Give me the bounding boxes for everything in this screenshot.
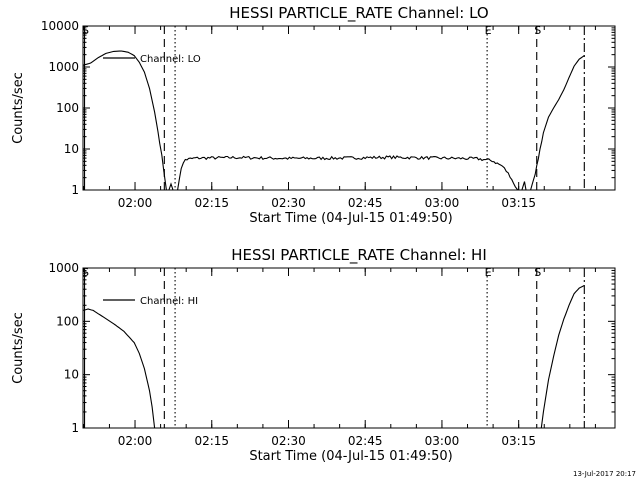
chart-title: HESSI PARTICLE_RATE Channel: LO [229,4,488,23]
x-tick-label: 02:30 [271,434,306,448]
y-tick-label: 1 [71,421,79,435]
data-line-segment [521,181,527,191]
x-tick-label: 02:00 [118,196,153,210]
legend-label: Channel: HI [140,296,198,307]
time-marker-label: E [485,266,492,279]
y-tick-label: 10 [64,142,79,156]
x-tick-label: 02:30 [271,196,306,210]
y-tick-label: 1 [71,183,79,197]
data-line-segment [82,308,156,429]
time-marker-label: S [82,24,89,37]
y-tick-label: 100 [56,314,79,328]
plot-frame [82,267,616,429]
x-tick-label: 03:00 [425,196,460,210]
hi-channel-panel: HESSI PARTICLE_RATE Channel: HI 1 10 100 100… [11,246,616,464]
lo-channel-panel: HESSI PARTICLE_RATE Channel: LO 1 10 100 100… [11,4,616,226]
x-axis-label: Start Time (04-Jul-15 01:49:50) [249,449,452,464]
data-line-segment [82,50,167,191]
y-tick-label: 100 [56,101,79,115]
time-marker-label: S [82,266,89,279]
y-axis-label: Counts/sec [11,312,26,384]
data-line-segment [168,182,176,191]
generation-timestamp: 13-Jul-2017 20:17 [572,470,636,478]
x-tick-label: 02:45 [348,196,383,210]
y-tick-label: 10 [64,368,79,382]
y-tick-label: 1000 [48,261,79,275]
x-tick-label: 03:15 [501,196,536,210]
y-tick-label: 10000 [41,19,79,33]
legend-label: Channel: LO [140,54,201,65]
chart-title: HESSI PARTICLE_RATE Channel: HI [231,246,487,265]
data-line-segment [530,55,585,191]
x-tick-label: 02:15 [194,434,229,448]
time-marker-label: S [534,266,541,279]
data-line-segment [540,285,585,429]
x-tick-label: 03:00 [425,434,460,448]
y-axis-label: Counts/sec [11,72,26,144]
x-tick-label: 02:15 [194,196,229,210]
y-tick-label: 1000 [48,60,79,74]
data-line-segment [177,155,519,191]
x-tick-label: 02:00 [118,434,153,448]
x-tick-label: 03:15 [501,434,536,448]
x-tick-label: 02:45 [348,434,383,448]
time-marker-label: E [485,24,492,37]
x-axis-label: Start Time (04-Jul-15 01:49:50) [249,211,452,226]
time-marker-label: S [534,24,541,37]
